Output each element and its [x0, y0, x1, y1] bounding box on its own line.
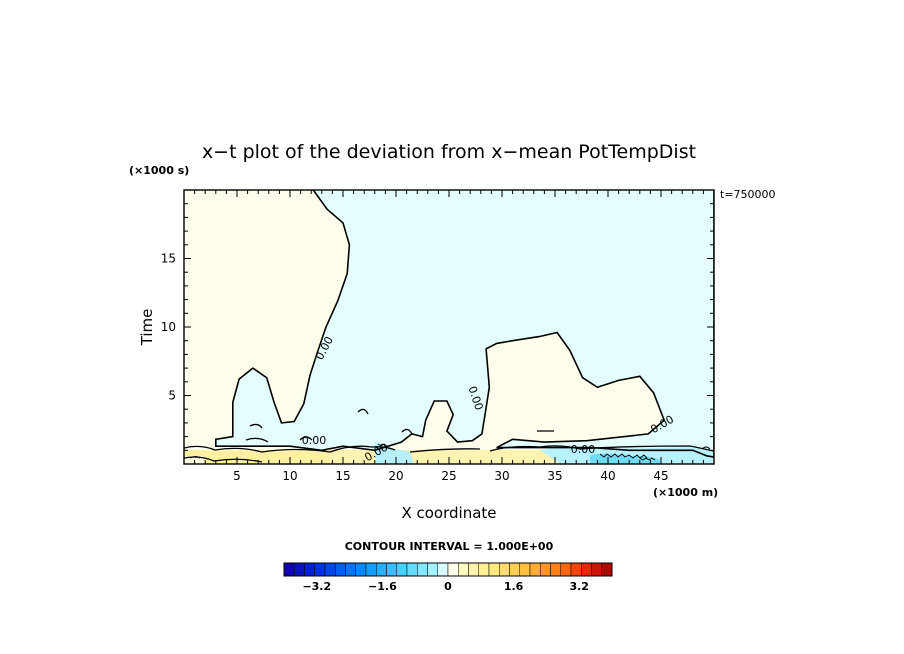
- negative-deviation-region: [215, 190, 714, 458]
- svg-text:0.00: 0.00: [571, 443, 596, 456]
- y-axis-ticks: 5 10 15: [161, 203, 714, 451]
- colorbar-bin: [488, 562, 500, 577]
- x-tick-label: 15: [335, 469, 350, 483]
- x-tick-label: 5: [233, 469, 241, 483]
- colorbar-tick-label: 3.2: [569, 580, 589, 593]
- colorbar-bin: [478, 562, 490, 577]
- svg-text:0.00: 0.00: [302, 434, 327, 447]
- colorbar-tick-label: 1.6: [504, 580, 524, 593]
- x-axis-ticks: 5 10 15 20 25 30 35 40 45: [194, 190, 704, 483]
- colorbar-bin: [591, 562, 602, 577]
- contour-interval-text: CONTOUR INTERVAL = 1.000E+00: [345, 540, 554, 553]
- colorbar-bin: [540, 562, 551, 577]
- y-unit-label: (×1000 s): [129, 164, 189, 177]
- chart-title: x−t plot of the deviation from x−mean Po…: [202, 141, 696, 163]
- colorbar-bin: [386, 562, 397, 577]
- contour-label-4: 0.00: [571, 443, 596, 456]
- colorbar-bin: [529, 562, 541, 577]
- colorbar-bin: [396, 562, 408, 577]
- colorbar-bin: [427, 562, 438, 577]
- x-tick-label: 35: [547, 469, 562, 483]
- colorbar-bin: [345, 562, 356, 577]
- y-tick-label: 10: [161, 320, 176, 334]
- colorbar-bin: [550, 562, 561, 577]
- colorbar-tick-label: −1.6: [368, 580, 397, 593]
- x-tick-label: 40: [600, 469, 615, 483]
- colorbar-bin: [458, 562, 469, 577]
- colorbar-bin: [294, 562, 305, 577]
- colorbar-bin: [570, 562, 582, 577]
- colorbar-bin: [417, 562, 428, 577]
- colorbar-bin: [601, 562, 613, 577]
- colorbar-bin: [304, 562, 315, 577]
- surface-contours: [184, 408, 714, 463]
- colorbar: −3.2 −1.6 0 1.6 3.2: [283, 562, 613, 593]
- zero-contour-line: [215, 190, 714, 458]
- colorbar-tick-label: −3.2: [302, 580, 331, 593]
- x-tick-label: 30: [494, 469, 509, 483]
- y-axis-label: Time: [138, 309, 156, 347]
- time-annotation: t=750000: [720, 188, 776, 201]
- colorbar-bin: [283, 562, 295, 577]
- colorbar-bin: [406, 562, 418, 577]
- colorbar-bin: [376, 562, 387, 577]
- colorbar-bin: [581, 562, 592, 577]
- colorbar-bin: [499, 562, 510, 577]
- colorbar-tick-label: 0: [444, 580, 452, 593]
- colorbar-bin: [447, 562, 459, 577]
- small-scale-structures: [189, 443, 711, 461]
- y-tick-label: 5: [168, 389, 176, 403]
- colorbar-bin: [365, 562, 377, 577]
- x-unit-label: (×1000 m): [653, 486, 718, 499]
- x-axis-label: X coordinate: [401, 504, 496, 522]
- colorbar-bin: [314, 562, 326, 577]
- colorbar-bin: [335, 562, 346, 577]
- x-tick-label: 45: [653, 469, 668, 483]
- colorbar-bin: [468, 562, 479, 577]
- colorbar-bin: [519, 562, 531, 577]
- colorbar-bin: [324, 562, 336, 577]
- x-tick-label: 25: [441, 469, 456, 483]
- colorbar-bin: [355, 562, 367, 577]
- x-tick-label: 10: [282, 469, 297, 483]
- colorbar-bin: [560, 562, 572, 577]
- x-tick-label: 20: [388, 469, 403, 483]
- contour-label-2: 0.00: [302, 434, 327, 447]
- colorbar-bin: [509, 562, 520, 577]
- colorbar-bin: [437, 562, 449, 577]
- y-tick-label: 15: [161, 252, 176, 266]
